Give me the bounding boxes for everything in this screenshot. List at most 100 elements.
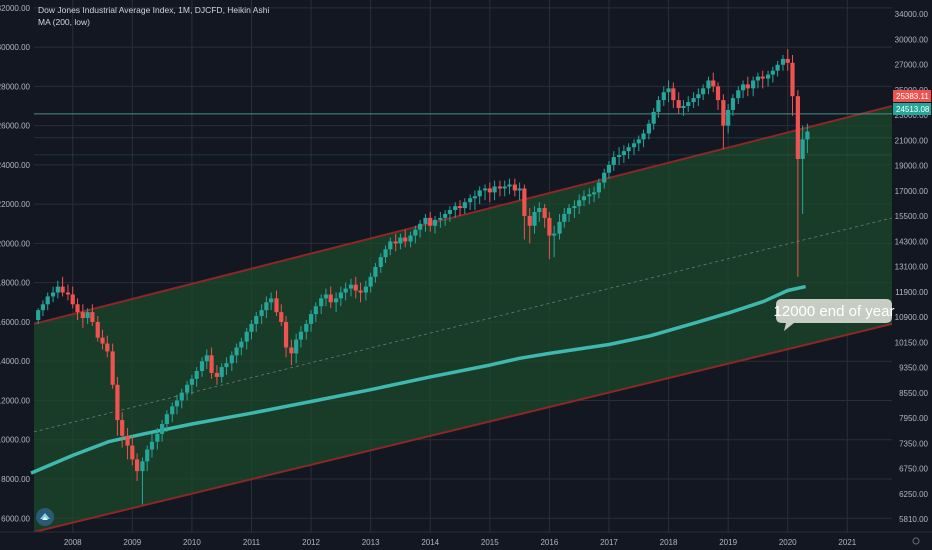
candle-body [447,210,452,214]
candle-body [691,98,696,103]
right-axis-tick: 14300.00 [895,237,929,246]
candle-body [740,84,746,91]
candle-body [507,184,512,187]
candle-body [298,331,304,340]
candle-body [611,157,616,165]
candle-body [790,62,795,97]
candle-body [333,298,339,303]
candle-body [681,106,686,108]
candle-body [617,155,622,158]
right-axis-tick: 10900.00 [895,313,929,322]
x-axis[interactable]: 2008 2009 2010 2011 2012 2013 2014 2015 2016 2017… [0,531,932,550]
candle-body [264,302,269,311]
candle-body [140,461,145,472]
x-axis-tick: 2008 [64,538,82,547]
right-axis-tick: 6750.00 [899,465,928,474]
candle-body [423,217,428,224]
candle-body [234,347,239,356]
candle-body [591,192,597,195]
candle-body [477,190,482,197]
candle-body [100,337,105,344]
candle-body [557,221,562,234]
candle-body [472,196,478,199]
candle-body [393,241,398,244]
candle-body [179,392,184,401]
candle-body [432,219,438,226]
candle-body [294,339,299,354]
left-axis-tick: 30000.00 [0,43,31,52]
tradingview-logo-icon[interactable] [36,508,54,526]
candle-body [65,292,71,295]
settings-gear-icon[interactable] [912,537,920,545]
candle-body [706,80,711,89]
candle-body [666,88,671,93]
x-axis-tick: 2016 [540,538,558,547]
right-axis-tick: 21000.00 [895,136,929,145]
left-axis-tick: 12000.00 [0,396,31,405]
candle-body [805,131,810,140]
symbol-title[interactable]: Dow Jones Industrial Average Index, 1M, … [38,5,270,15]
ma-line[interactable] [30,284,806,475]
candle-body [438,217,443,220]
right-axis-tick: 27000.00 [895,61,929,70]
right-axis-tick: 6250.00 [899,490,928,499]
x-axis-tick: 2014 [421,538,439,547]
right-axis[interactable]: 34000.0030000.0027000.0025000.0023000.00… [892,0,932,550]
candle-body [174,400,180,407]
left-axis-tick: 16000.00 [0,318,31,327]
indicator-label[interactable]: MA (200, low) [38,17,90,27]
candle-body [532,212,537,226]
candle-body [606,164,612,173]
candle-body [249,323,254,332]
candle-body [279,312,284,322]
annotation-callout[interactable]: 12000 end of year [774,299,895,331]
x-axis-tick: 2020 [779,538,797,547]
x-axis-tick: 2009 [123,538,141,547]
candle-body [358,290,363,293]
channel-lower-line[interactable] [33,322,893,533]
candle-body [304,323,309,332]
x-axis-tick: 2015 [481,538,499,547]
candle-body [383,249,388,258]
candle-body [274,298,279,313]
chart-header: Dow Jones Industrial Average Index, 1M, … [38,4,269,28]
candle-body [269,298,274,303]
price-badge [893,103,931,115]
candle-body [323,294,329,299]
candle-body [775,64,780,71]
x-axis-tick: 2018 [660,538,678,547]
candle-body [462,202,467,209]
left-axis-tick: 14000.00 [0,357,31,366]
channel-upper-line[interactable] [33,105,893,325]
candle-body [95,321,100,338]
candle-body [199,361,205,372]
candle-body [413,229,418,236]
candle-body [656,100,661,112]
candle-body [353,284,358,291]
candle-body [646,123,651,134]
candle-body [730,98,736,110]
candle-body [596,182,601,193]
candle-body [170,406,175,415]
candle-body [36,310,41,320]
price-badge-label: 25383.11 [896,92,929,101]
candle-body [457,206,463,209]
candle-body [602,172,607,183]
x-axis-tick: 2019 [719,538,737,547]
candle-body [343,288,348,293]
candle-body [90,312,95,322]
right-axis-tick: 10150.00 [895,338,929,347]
candle-body [134,459,140,472]
candle-body [189,378,194,385]
candle-body [224,363,229,368]
candle-body [780,58,786,65]
candle-body [125,435,130,446]
candle-body [736,90,741,99]
candle-body [378,257,383,267]
candle-body [631,143,637,148]
candle-body [149,441,155,450]
candle-body [566,208,572,214]
candle-body [468,198,473,203]
candle-body [209,355,214,373]
